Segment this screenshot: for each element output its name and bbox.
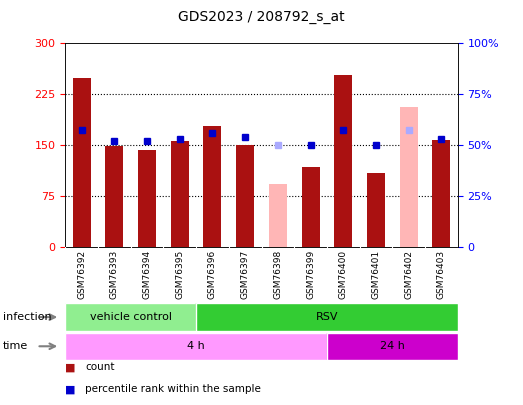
Bar [400, 107, 417, 247]
Bar [203, 126, 221, 247]
Text: GSM76399: GSM76399 [306, 250, 315, 299]
Bar [65, 333, 327, 360]
Bar [138, 149, 156, 247]
Bar [196, 303, 458, 331]
Text: count: count [85, 362, 115, 372]
Text: percentile rank within the sample: percentile rank within the sample [85, 384, 261, 394]
Bar [73, 78, 90, 247]
Text: RSV: RSV [315, 312, 338, 322]
Text: GSM76400: GSM76400 [339, 250, 348, 299]
Text: 24 h: 24 h [380, 341, 405, 351]
Text: GSM76397: GSM76397 [241, 250, 249, 299]
Text: infection: infection [3, 312, 51, 322]
Text: GSM76394: GSM76394 [143, 250, 152, 299]
Text: ■: ■ [65, 384, 76, 394]
Text: GSM76403: GSM76403 [437, 250, 446, 299]
Text: GDS2023 / 208792_s_at: GDS2023 / 208792_s_at [178, 10, 345, 24]
Bar [269, 183, 287, 247]
Text: GSM76396: GSM76396 [208, 250, 217, 299]
Text: time: time [3, 341, 28, 351]
Text: vehicle control: vehicle control [90, 312, 172, 322]
Text: 4 h: 4 h [187, 341, 205, 351]
Bar [106, 146, 123, 247]
Bar [65, 303, 196, 331]
Bar [171, 141, 189, 247]
Text: GSM76402: GSM76402 [404, 250, 413, 299]
Text: GSM76401: GSM76401 [371, 250, 380, 299]
Bar [327, 333, 458, 360]
Bar [196, 303, 458, 331]
Bar [302, 166, 320, 247]
Bar [367, 173, 385, 247]
Text: GSM76393: GSM76393 [110, 250, 119, 299]
Bar [327, 333, 458, 360]
Text: GSM76398: GSM76398 [274, 250, 282, 299]
Bar [236, 145, 254, 247]
Bar [65, 303, 196, 331]
Bar [433, 140, 450, 247]
Bar [65, 333, 327, 360]
Text: GSM76392: GSM76392 [77, 250, 86, 299]
Text: ■: ■ [65, 362, 76, 372]
Text: GSM76395: GSM76395 [175, 250, 184, 299]
Bar [334, 75, 352, 247]
